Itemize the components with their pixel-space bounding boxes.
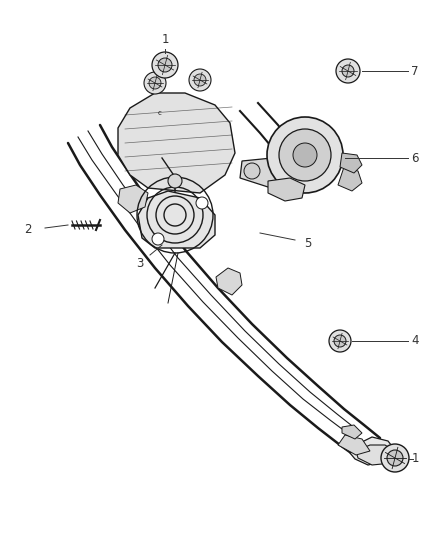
Circle shape [244,163,259,179]
Polygon shape [337,167,361,191]
Text: 1: 1 [161,33,168,45]
Circle shape [148,77,161,89]
Circle shape [292,143,316,167]
Text: 6: 6 [410,151,418,165]
Polygon shape [339,153,361,173]
Circle shape [266,117,342,193]
Text: 2: 2 [24,222,32,236]
Polygon shape [337,435,369,455]
Polygon shape [355,445,397,465]
Text: 1: 1 [410,453,418,465]
Text: 4: 4 [410,335,418,348]
Circle shape [168,174,182,188]
Polygon shape [349,437,394,465]
Circle shape [194,74,205,86]
Circle shape [328,330,350,352]
Text: 3: 3 [136,256,143,270]
Circle shape [335,59,359,83]
Circle shape [380,444,408,472]
Circle shape [341,65,353,77]
Polygon shape [118,93,234,193]
Polygon shape [138,191,215,248]
Polygon shape [118,185,148,213]
Circle shape [279,129,330,181]
Text: 5: 5 [304,237,311,249]
Text: c: c [158,110,162,116]
Circle shape [152,52,177,78]
Circle shape [189,69,211,91]
Polygon shape [215,268,241,295]
Circle shape [158,58,172,72]
Circle shape [333,335,345,347]
Circle shape [152,233,164,245]
Circle shape [195,197,208,209]
Polygon shape [267,178,304,201]
Polygon shape [341,425,361,439]
Text: 7: 7 [410,64,418,77]
Circle shape [386,450,402,466]
Circle shape [144,72,166,94]
Polygon shape [240,158,307,191]
